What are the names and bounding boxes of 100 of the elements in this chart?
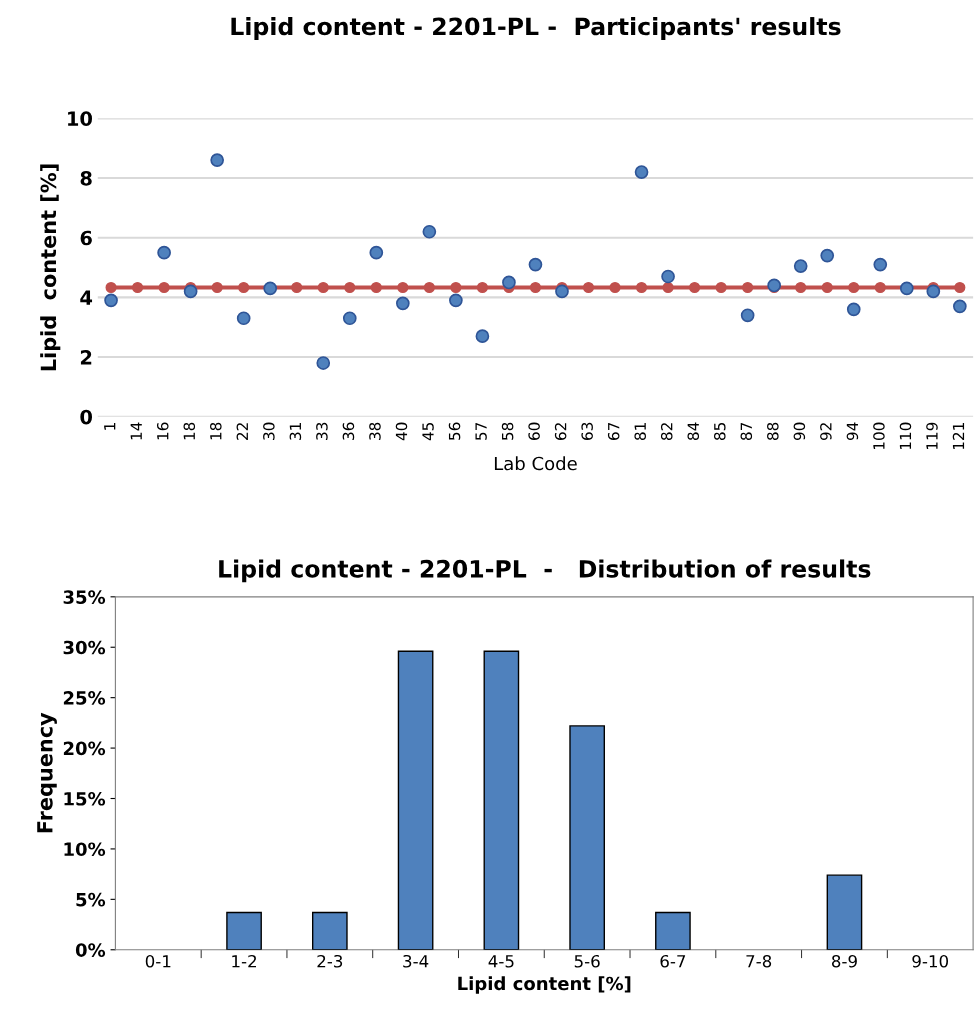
point <box>157 245 171 260</box>
point <box>370 281 382 294</box>
point <box>846 302 861 317</box>
x-tick-label: 119 <box>926 422 938 450</box>
x-tick-label: 1-2 <box>232 954 256 968</box>
bar <box>226 911 262 950</box>
point <box>476 281 488 294</box>
x-tick-label: 110 <box>899 422 912 450</box>
point <box>848 281 860 294</box>
point <box>740 308 755 323</box>
point <box>502 275 516 290</box>
y-tick-label: 10 <box>68 111 93 126</box>
x-tick-label: 5-6 <box>574 954 600 968</box>
x-tick-label: 81 <box>634 423 646 441</box>
point <box>397 281 409 294</box>
x-tick-label: 22 <box>236 423 248 440</box>
point <box>661 269 675 284</box>
point <box>952 299 967 314</box>
point <box>395 296 410 311</box>
x-tick-label: 36 <box>342 422 355 440</box>
point <box>873 257 888 272</box>
x-tick-label: 18 <box>210 422 222 440</box>
y-tick-label: 25% <box>63 691 106 705</box>
x-tick-label: 8-9 <box>831 954 857 968</box>
x-tick-label: 33 <box>316 422 328 440</box>
y-tick-label: 5% <box>76 892 106 907</box>
x-tick-label: 2-3 <box>317 954 343 968</box>
point <box>689 281 701 294</box>
x-tick-label: 30 <box>263 422 275 440</box>
x-tick-label: 18 <box>183 422 196 440</box>
y-tick-label: 15% <box>64 791 106 806</box>
point <box>715 281 727 294</box>
x-tick-label: 63 <box>581 422 593 440</box>
point <box>874 281 886 294</box>
point <box>238 281 250 294</box>
x-tick-label: 3-4 <box>403 954 429 968</box>
x-tick-label: 60 <box>528 422 540 440</box>
point <box>158 281 170 294</box>
y-tick-label: 6 <box>80 230 92 246</box>
point <box>104 293 118 308</box>
point <box>742 281 754 294</box>
bar <box>483 650 520 950</box>
point <box>105 281 117 294</box>
point <box>635 281 648 294</box>
point <box>793 259 808 273</box>
point <box>342 311 357 326</box>
x-tick-label: 88 <box>767 422 779 441</box>
x-tick-label: 82 <box>660 423 673 441</box>
point <box>820 248 835 263</box>
x-axis-title: Lab Code <box>494 456 577 471</box>
point <box>344 281 356 294</box>
x-tick-label: 62 <box>554 423 567 440</box>
x-axis-title: Lipid content [%] <box>458 976 631 994</box>
bar <box>311 911 348 950</box>
x-tick-label: 56 <box>448 422 461 440</box>
point <box>317 281 329 294</box>
x-tick-label: 121 <box>952 423 965 450</box>
x-tick-label: 84 <box>687 422 700 441</box>
point <box>450 281 462 294</box>
point <box>609 281 621 294</box>
x-tick-label: 38 <box>369 422 381 440</box>
point <box>183 284 198 299</box>
y-tick-label: 4 <box>80 290 93 305</box>
point <box>954 281 966 294</box>
y-tick-label: 20% <box>63 741 106 756</box>
x-tick-label: 94 <box>846 422 859 441</box>
point <box>291 281 303 294</box>
y-axis-title: Frequency <box>37 712 57 833</box>
x-tick-label: 92 <box>820 423 832 441</box>
point <box>316 356 331 370</box>
y-tick-label: 0% <box>75 943 106 957</box>
point <box>210 153 225 167</box>
x-tick-label: 90 <box>793 422 806 441</box>
bar <box>397 650 434 950</box>
x-tick-label: 45 <box>422 422 434 441</box>
x-tick-label: 16 <box>156 422 169 440</box>
y-axis-title: Lipid content [%] <box>40 164 61 371</box>
x-tick-label: 67 <box>607 422 620 440</box>
point <box>662 281 674 294</box>
point <box>555 284 569 299</box>
x-tick-label: 6-7 <box>660 954 686 968</box>
x-tick-label: 40 <box>395 422 408 441</box>
y-tick-label: 0 <box>80 409 93 425</box>
point <box>423 281 435 294</box>
y-tick-label: 30% <box>63 640 106 655</box>
x-tick-label: 31 <box>289 423 302 440</box>
point <box>211 281 223 294</box>
y-tick-label: 10% <box>64 842 106 857</box>
x-tick-label: 0-1 <box>145 954 171 968</box>
bar <box>569 725 605 950</box>
chart-title: Lipid content - 2201-PL - Participants' results <box>231 17 841 40</box>
bar <box>826 874 863 950</box>
point <box>926 284 941 299</box>
x-tick-label: 4-5 <box>488 955 514 968</box>
point <box>821 281 833 294</box>
x-tick-label: 58 <box>501 422 514 440</box>
point <box>236 311 251 326</box>
y-tick-label: 8 <box>80 170 92 186</box>
point <box>132 281 144 294</box>
point <box>582 281 595 294</box>
